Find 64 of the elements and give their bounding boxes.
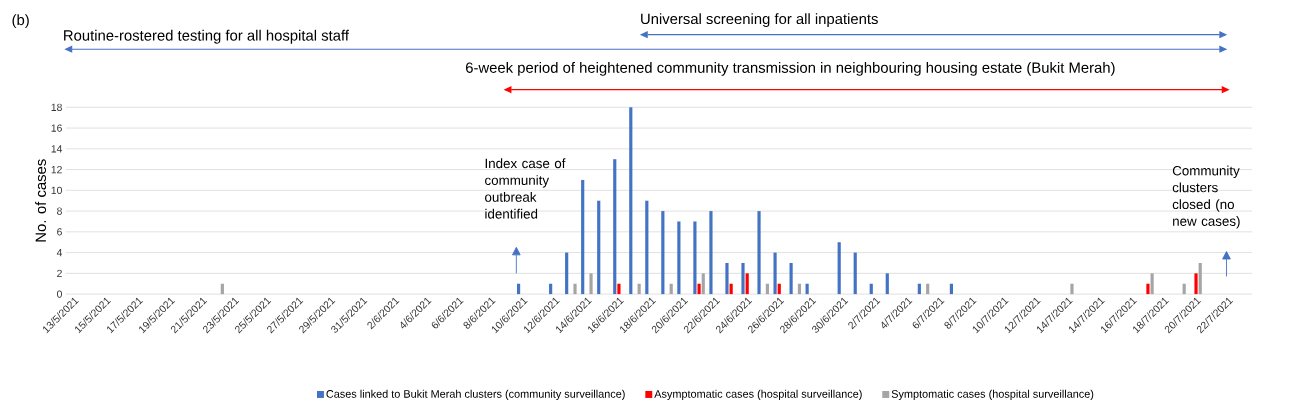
y-tick-label: 12 [51,165,62,174]
y-tick-label: 4 [56,248,63,256]
text: Routine-rostered testing for all hospital staff [64,29,349,44]
bar [773,252,777,294]
bar [677,221,681,294]
bar [565,252,569,294]
bar [1146,283,1150,294]
bar [757,210,761,294]
bar [220,283,224,294]
bar [613,159,617,294]
bar [853,252,857,294]
y-axis-title: No. of cases [35,159,47,242]
bar [917,283,921,294]
bar [949,283,953,294]
legend-label: Cases linked to Bukit Merah clusters (community surveillance) [326,389,625,400]
bar [693,221,697,294]
y-tick-label: 8 [57,207,62,215]
annotation: Community clusters closed (no new cases) [1172,165,1240,229]
bar [729,283,733,294]
y-tick-label: 0 [57,290,62,298]
bar [709,210,713,294]
bar [837,242,841,294]
bar [741,262,745,294]
bar [669,283,673,294]
legend-label: Asymptomatic cases (hospital surveillance) [654,389,862,400]
bar [1070,283,1074,294]
bar [725,262,729,294]
bar [617,283,621,294]
text: (b) [12,14,29,28]
bar [797,283,802,294]
y-tick-label: 18 [51,103,62,111]
annotation: Index case of community outbreak identified [485,158,566,219]
text: Universal screening for all inpatients [641,13,878,27]
bar [597,200,601,294]
bar [701,273,705,294]
text: 6-week period of heightened community transmission in neighbouring housing estate (Bukit Merah) [466,61,1115,76]
bar [869,283,873,294]
bar [926,283,930,294]
bar [637,283,641,294]
y-tick-label: 6 [57,227,62,236]
bar [589,273,593,294]
legend-label: Symptomatic cases (hospital surveillance) [891,389,1094,400]
bar [661,210,665,294]
bar [549,283,553,294]
bar [789,262,793,294]
bar [581,179,585,294]
bar [1182,283,1186,294]
bar [1198,262,1202,294]
bar [805,283,809,294]
y-tick-label: 14 [51,145,63,153]
y-tick-label: 10 [51,186,62,194]
bar [516,283,521,294]
bar [697,283,701,294]
bar [885,273,889,294]
bar [777,283,781,294]
y-tick-label: 16 [51,124,62,132]
bar [1150,273,1154,294]
y-tick-label: 2 [57,269,62,277]
bar [645,200,649,294]
bar [1194,273,1198,294]
bar [765,283,769,294]
bar [629,107,633,294]
bar [745,273,749,294]
bar [573,283,577,294]
